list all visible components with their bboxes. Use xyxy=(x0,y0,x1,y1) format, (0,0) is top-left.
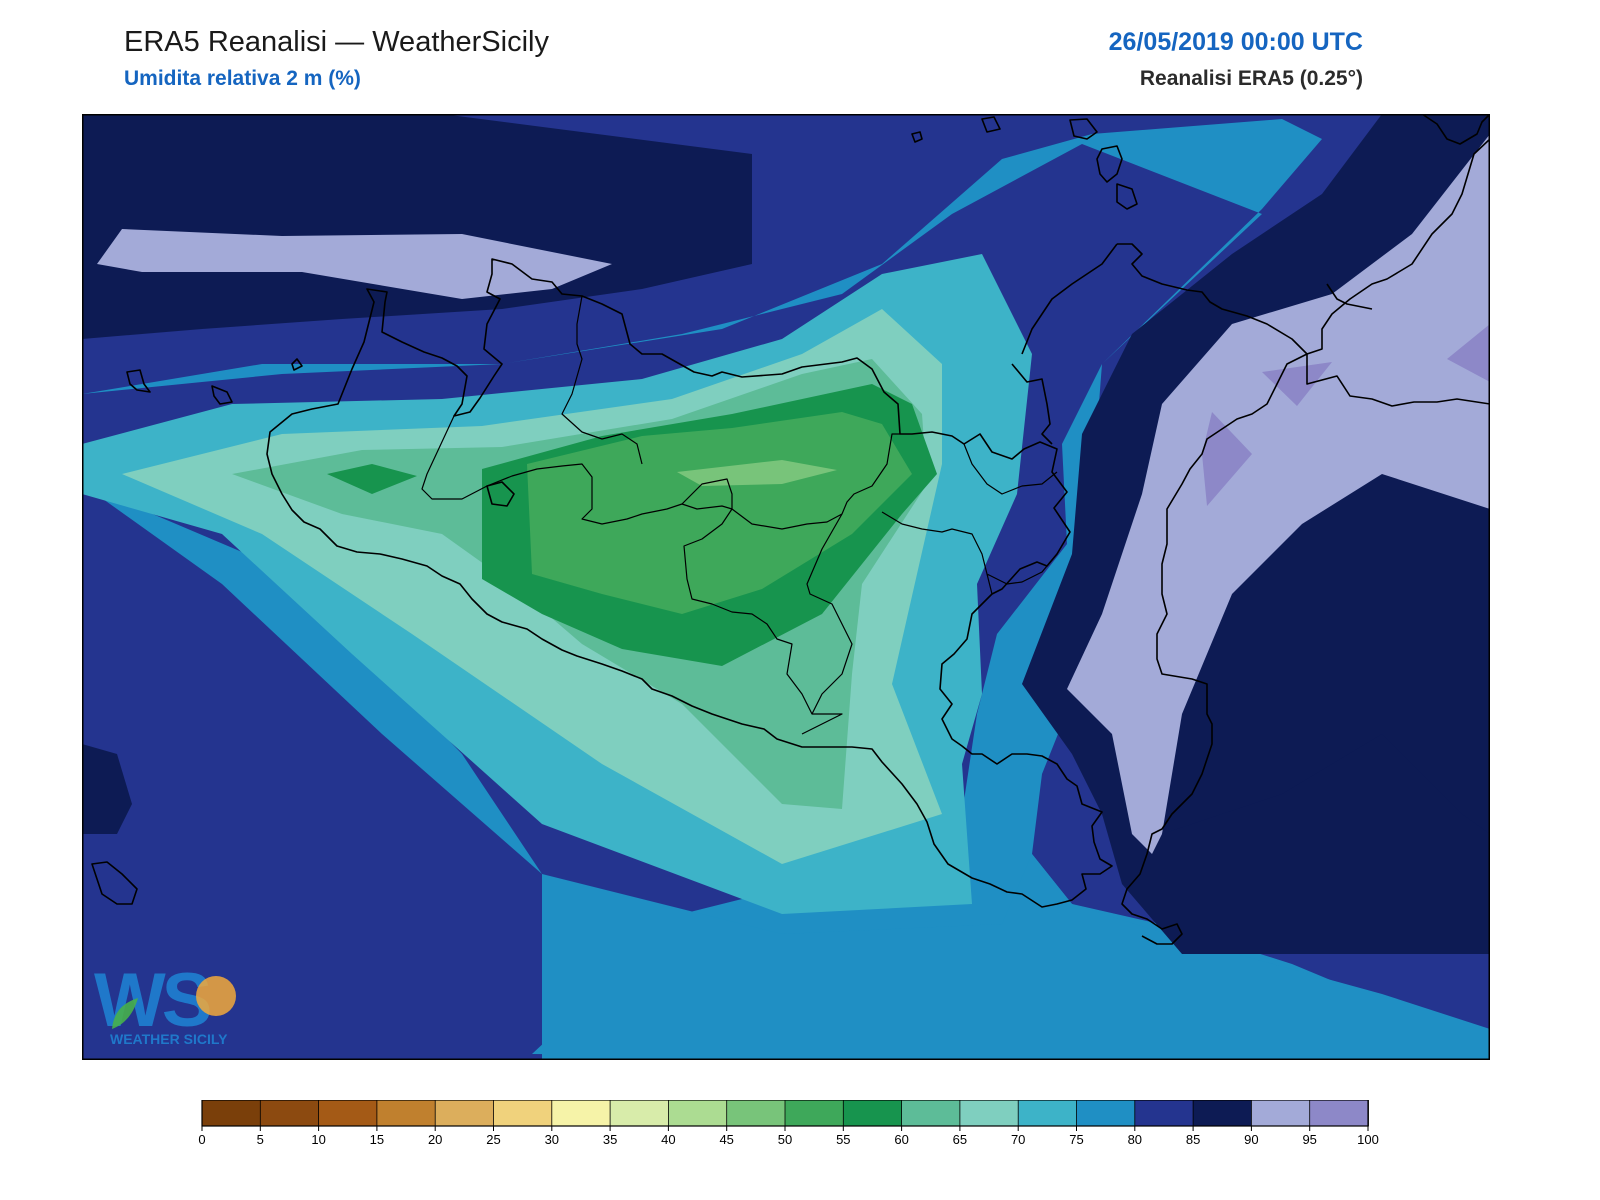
colorbar-tick-label: 70 xyxy=(1011,1132,1025,1147)
colorbar-tick-label: 60 xyxy=(894,1132,908,1147)
colorbar-swatch xyxy=(901,1100,961,1127)
colorbar-tick-label: 65 xyxy=(953,1132,967,1147)
colorbar-tick-label: 40 xyxy=(661,1132,675,1147)
island-ustica xyxy=(291,358,303,371)
logo-caption: WEATHER SICILY xyxy=(110,1031,228,1047)
colorbar-swatch xyxy=(201,1100,262,1127)
island-lipari-6 xyxy=(486,481,515,507)
field-75-80-lower xyxy=(82,484,1490,1060)
field-50-55 xyxy=(527,412,912,614)
colorbar-swatch xyxy=(259,1100,320,1127)
colorbar-tick-label: 0 xyxy=(198,1132,205,1147)
humidity-map[interactable]: 8387828070617177869485846258625451494753… xyxy=(82,114,1490,1060)
colorbar-tick-label: 100 xyxy=(1357,1132,1379,1147)
colorbar-swatch xyxy=(1017,1100,1078,1127)
colorbar-tick-label: 80 xyxy=(1128,1132,1142,1147)
colorbar-tick-label: 90 xyxy=(1244,1132,1258,1147)
colorbar-swatch xyxy=(959,1100,1020,1127)
colorbar-swatch xyxy=(1076,1100,1136,1127)
island-pantelleria xyxy=(91,861,138,905)
puglia-coastline xyxy=(1421,114,1490,145)
field-95-100-c xyxy=(1447,324,1490,382)
colorbar-swatch xyxy=(1251,1100,1311,1127)
island-lipari-5 xyxy=(1116,183,1138,210)
island-lipari-2 xyxy=(981,116,1001,133)
colorbar-swatch xyxy=(784,1100,845,1127)
colorbar: 0 5 10 15 20 25 30 35 40 45 50 55 60 65 70 75 80 85 90 95 10… xyxy=(198,1100,1379,1147)
colorbar-swatch xyxy=(493,1100,553,1127)
ws-logo: WS WEATHER SICILY xyxy=(94,958,236,1047)
colorbar-tick-label: 55 xyxy=(836,1132,850,1147)
field-95-top-left xyxy=(97,229,612,299)
coastlines xyxy=(91,114,1490,945)
colorbar-tick-label: 95 xyxy=(1302,1132,1316,1147)
colorbar-swatches xyxy=(201,1100,1369,1127)
logo-mark: WS xyxy=(94,958,210,1043)
map-title: ERA5 Reanalisi — WeatherSicily xyxy=(124,26,549,58)
colorbar-tick-label: 45 xyxy=(719,1132,733,1147)
calabria-coastline xyxy=(1117,138,1490,945)
field-95-100-b xyxy=(1202,412,1252,506)
field-75-80-center xyxy=(82,119,1490,1060)
island-lipari-4 xyxy=(1096,145,1123,183)
colorbar-tick-label: 30 xyxy=(545,1132,559,1147)
contour-layers xyxy=(82,114,1490,1060)
field-85-90-southeast xyxy=(1162,474,1490,834)
colorbar-tick-label: 75 xyxy=(1069,1132,1083,1147)
colorbar-tick-label: 25 xyxy=(486,1132,500,1147)
map-frame xyxy=(82,114,1490,1060)
map-source: Reanalisi ERA5 (0.25°) xyxy=(1139,67,1363,90)
provincial-borders xyxy=(421,295,1058,735)
colorbar-swatch xyxy=(726,1100,786,1127)
field-95-100-a xyxy=(1262,362,1332,406)
colorbar-swatch xyxy=(551,1100,611,1127)
colorbar-swatch xyxy=(434,1100,495,1127)
colorbar-swatch xyxy=(376,1100,437,1127)
colorbar-ticks: 0 5 10 15 20 25 30 35 40 45 50 55 60 65 70 75 80 85 90 95 10… xyxy=(198,1126,1379,1147)
colorbar-tick-label: 85 xyxy=(1186,1132,1200,1147)
colorbar-tick-label: 10 xyxy=(311,1132,325,1147)
colorbar-swatch xyxy=(842,1100,903,1127)
north-mainland-coast xyxy=(1011,243,1118,445)
map-datetime: 26/05/2019 00:00 UTC xyxy=(1108,28,1363,56)
map-subtitle: Umidita relativa 2 m (%) xyxy=(124,67,361,90)
colorbar-swatch xyxy=(667,1100,728,1127)
colorbar-tick-label: 5 xyxy=(257,1132,264,1147)
island-egadi-2 xyxy=(211,385,233,405)
island-lipari-1 xyxy=(911,131,923,143)
colorbar-tick-label: 15 xyxy=(370,1132,384,1147)
island-lipari-3 xyxy=(1069,118,1098,140)
colorbar-swatch xyxy=(318,1100,378,1127)
colorbar-swatch xyxy=(1309,1100,1369,1127)
field-90-95-bottom-left xyxy=(82,744,132,834)
sicily-coastline xyxy=(266,258,1113,908)
colorbar-swatch xyxy=(1192,1100,1253,1127)
colorbar-swatch xyxy=(609,1100,670,1127)
colorbar-tick-label: 35 xyxy=(603,1132,617,1147)
field-90-top-left xyxy=(82,114,752,339)
island-egadi-1 xyxy=(126,369,151,393)
field-45-50 xyxy=(677,460,837,486)
field-55-60-west xyxy=(327,464,417,494)
colorbar-swatch xyxy=(1134,1100,1194,1127)
logo-leaf-icon xyxy=(112,998,138,1029)
logo-sun-icon xyxy=(196,976,236,1016)
colorbar-tick-label: 20 xyxy=(428,1132,442,1147)
colorbar-tick-label: 50 xyxy=(778,1132,792,1147)
